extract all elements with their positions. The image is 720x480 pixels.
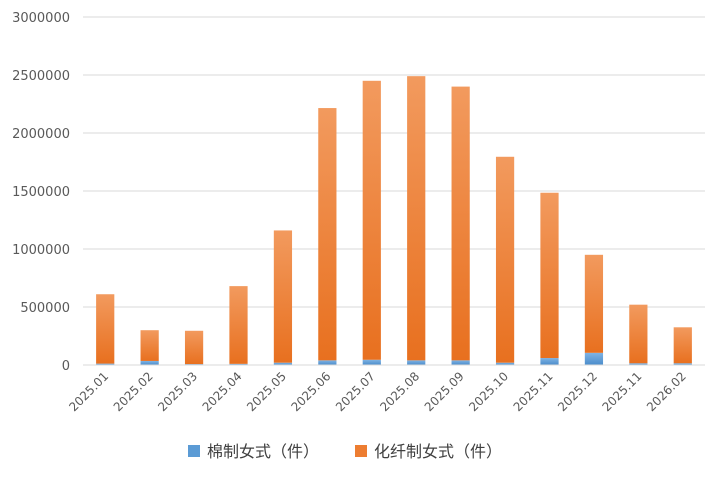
y-tick-label: 2000000 xyxy=(12,127,70,142)
x-tick-label: 2025.04 xyxy=(200,369,245,414)
bar-segment-series-2 xyxy=(229,286,248,364)
bar-segment-series-1 xyxy=(451,360,470,365)
bar-segment-series-2 xyxy=(495,156,515,363)
bar-segment-series-1 xyxy=(495,362,515,365)
bar-segment-series-2 xyxy=(140,330,159,361)
legend-label: 化纤制女式（件） xyxy=(374,442,502,461)
bar-segment-series-1 xyxy=(229,363,248,365)
bar-segment-series-1 xyxy=(140,360,159,365)
gridlines xyxy=(83,16,705,308)
bars xyxy=(96,76,692,365)
x-axis-ticks: 2025.01 2025.02 2025.03 2025.04 2025.05 2025.… xyxy=(66,369,689,414)
bar-segment-series-1 xyxy=(96,363,115,365)
bar-segment-series-2 xyxy=(584,254,604,353)
x-tick-label: 2025.05 xyxy=(244,369,289,414)
y-axis-ticks: 0 500000 1000000 1500000 2000000 2500000 30000… xyxy=(12,11,70,374)
bar-segment-series-2 xyxy=(540,192,559,359)
bar-segment-series-2 xyxy=(629,304,648,364)
x-tick-label: 2025.11 xyxy=(599,369,644,414)
bar-segment-series-2 xyxy=(362,80,381,360)
x-tick-label: 2026.02 xyxy=(644,369,689,414)
legend-label: 棉制女式（件） xyxy=(207,442,319,461)
x-tick-label: 2025.07 xyxy=(333,369,378,414)
x-tick-label: 2025.08 xyxy=(377,369,422,414)
legend-swatch xyxy=(355,445,367,457)
x-tick-label: 2025.03 xyxy=(155,369,200,414)
y-tick-label: 500000 xyxy=(20,301,70,316)
y-tick-label: 1000000 xyxy=(12,243,70,258)
y-tick-label: 2500000 xyxy=(12,69,70,84)
bar-segment-series-1 xyxy=(318,360,337,365)
bar-segment-series-2 xyxy=(96,294,115,364)
bar-segment-series-1 xyxy=(673,363,692,365)
legend-swatch xyxy=(188,445,200,457)
x-tick-label: 2025.10 xyxy=(466,369,511,414)
bar-segment-series-1 xyxy=(584,352,604,365)
y-tick-label: 3000000 xyxy=(12,11,70,26)
bar-segment-series-1 xyxy=(540,358,559,365)
y-tick-label: 1500000 xyxy=(12,185,70,200)
x-tick-label: 2025.06 xyxy=(288,369,333,414)
bar-segment-series-2 xyxy=(273,230,293,363)
x-tick-label: 2025.11 xyxy=(511,369,556,414)
bar-segment-series-2 xyxy=(673,327,692,364)
x-tick-label: 2025.02 xyxy=(111,369,156,414)
bar-segment-series-2 xyxy=(451,86,470,361)
bar-segment-series-1 xyxy=(629,363,648,365)
bar-segment-series-2 xyxy=(318,108,337,361)
x-tick-label: 2025.09 xyxy=(422,369,467,414)
legend: 棉制女式（件） 化纤制女式（件） xyxy=(188,442,502,461)
x-tick-label: 2025.01 xyxy=(66,369,111,414)
bar-segment-series-2 xyxy=(407,76,426,361)
bar-segment-series-1 xyxy=(273,362,293,365)
bar-segment-series-2 xyxy=(184,330,204,365)
bar-segment-series-1 xyxy=(407,360,426,365)
y-tick-label: 0 xyxy=(62,359,70,374)
bar-segment-series-1 xyxy=(362,359,381,365)
x-tick-label: 2025.12 xyxy=(555,369,600,414)
